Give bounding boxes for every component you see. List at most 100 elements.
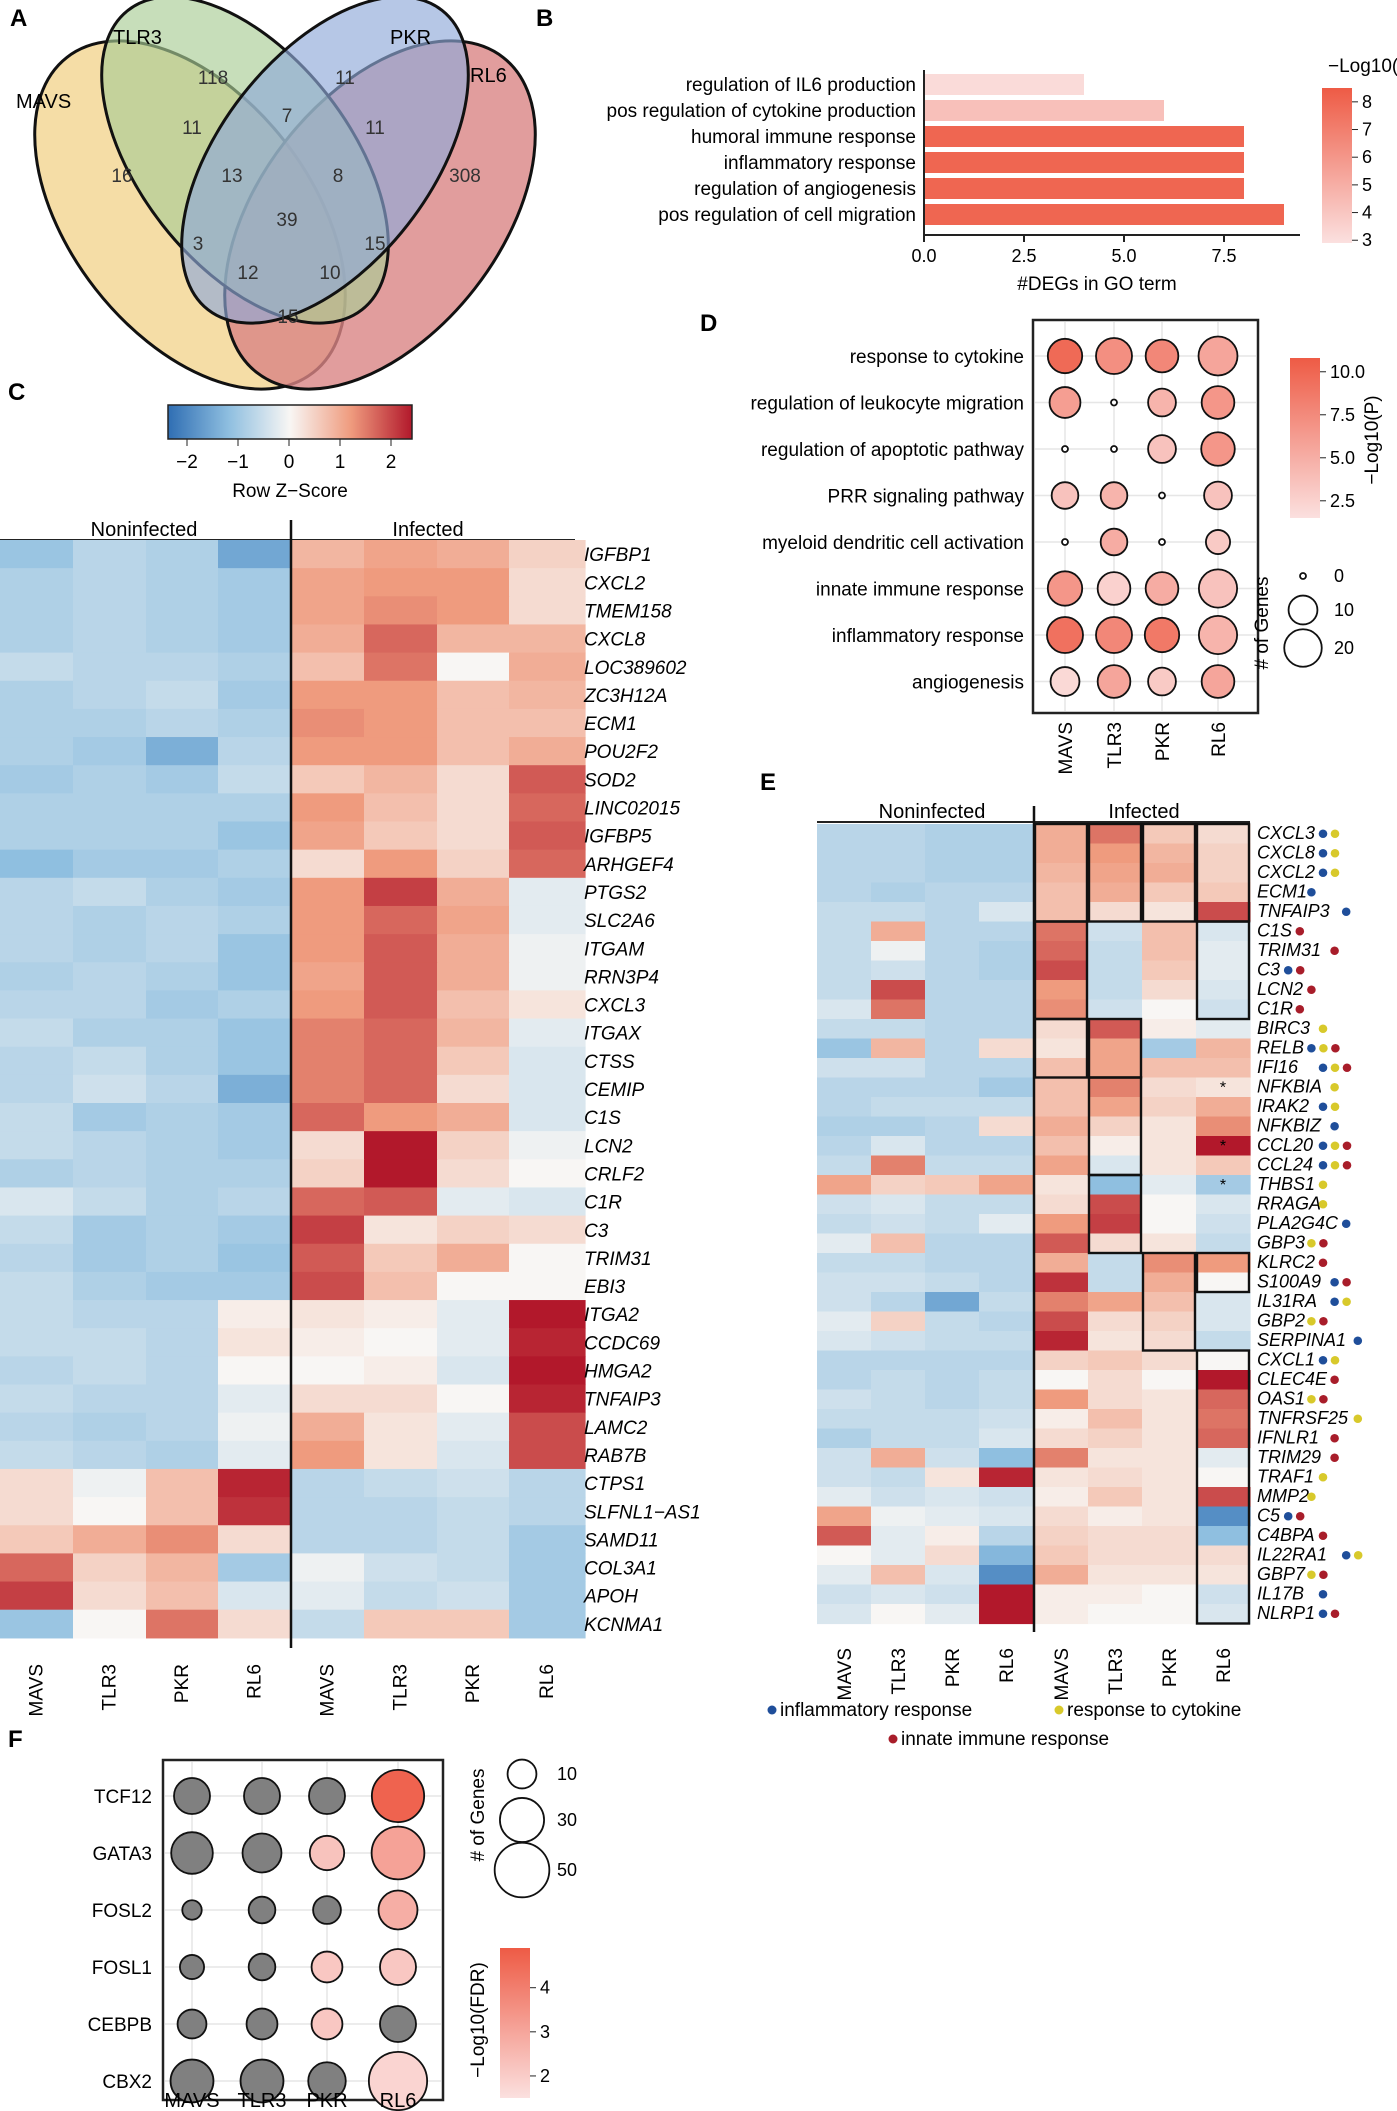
e-heatmap-cell [1088,843,1143,864]
b-bar [924,204,1284,225]
e-heatmap-cell [1088,1467,1143,1488]
e-heatmap-cell [1142,1097,1197,1118]
e-heatmap-cell [925,960,980,981]
c-group-infected: Infected [392,519,463,541]
c-heatmap-cell [218,849,292,879]
c-heatmap-cell [437,1243,510,1273]
e-heatmap-cell [817,1038,872,1059]
e-heatmap-cell [817,1311,872,1332]
c-heatmap-cell [437,1074,510,1104]
venn-set-pkr: PKR [390,27,431,49]
venn-count: 10 [319,263,340,284]
e-heatmap-cell [1034,1545,1089,1566]
c-heatmap-cell [146,877,219,907]
e-heatmap-cell [925,1077,980,1098]
e-heatmap-cell [817,843,872,864]
e-category-dot [1295,965,1305,975]
c-heatmap-cell [364,1074,438,1104]
c-gene-label: HMGA2 [584,1362,652,1383]
e-category-dot [1283,965,1293,975]
e-gene-label: PLA2G4C [1257,1213,1339,1233]
d-dot [1046,570,1084,607]
e-heatmap-cell [1142,1155,1197,1176]
e-cluster-box [1141,1251,1197,1352]
e-heatmap-cell [871,824,926,845]
e-heatmap-cell [1196,1194,1251,1215]
e-heatmap-cell [1142,921,1197,942]
e-category-dot [1318,1160,1328,1170]
c-heatmap-cell [146,1328,219,1357]
e-gene-label: S100A9 [1257,1272,1321,1292]
e-heatmap-cell [1142,1545,1197,1566]
c-heatmap-cell [437,1159,510,1189]
b-xtick-label: 2.5 [1011,246,1036,266]
e-category-dot [1318,1531,1328,1541]
e-heatmap-cell [871,1038,926,1059]
c-heatmap-cell [291,1440,365,1470]
e-heatmap-cell [1034,824,1089,845]
e-heatmap-cell [1034,1038,1089,1059]
e-heatmap-cell [979,1097,1034,1118]
c-heatmap-cell [73,1356,147,1386]
c-heatmap-cell [73,1609,147,1639]
c-heatmap-cell [146,1581,219,1611]
e-heatmap-cell [871,1331,926,1352]
c-heatmap-cell [437,1103,510,1132]
e-heatmap-cell [1034,1526,1089,1547]
e-heatmap-cell [871,1389,926,1410]
c-heatmap-cell [437,877,510,907]
e-heatmap-cell [871,1272,926,1293]
e-category-dot [1342,1160,1352,1170]
d-color-bar [1290,358,1320,518]
c-gene-label: COL3A1 [584,1559,657,1580]
c-heatmap-cell [73,1131,147,1160]
e-heatmap-cell [979,921,1034,942]
e-heatmap-cell [1088,1077,1143,1098]
c-heatmap-cell [291,737,365,766]
e-heatmap-cell [979,1116,1034,1137]
venn-count: 308 [449,166,481,187]
e-heatmap-cell [979,1253,1034,1274]
c-heatmap-cell [509,990,586,1020]
e-heatmap-cell [979,1214,1034,1235]
c-heatmap-cell [0,821,74,851]
e-heatmap-cell [1088,1233,1143,1254]
d-color-tick-label: 2.5 [1330,491,1355,511]
d-dot [1197,614,1239,656]
e-heatmap-cell [871,1253,926,1274]
c-heatmap-cell [218,793,292,823]
c-heatmap-cell [73,652,147,682]
c-heatmap-cell [509,1525,586,1554]
e-heatmap-cell [979,980,1034,1001]
e-heatmap-cell [1142,1584,1197,1605]
d-dot [1158,491,1166,500]
c-column-label: RL6 [245,1664,266,1699]
e-heatmap-cell [1034,1175,1089,1196]
e-heatmap-cell [1142,1311,1197,1332]
e-gene-label: C1S [1257,921,1292,941]
e-heatmap-cell [1088,921,1143,942]
c-heatmap-cell [364,849,438,879]
b-bar [924,178,1244,199]
e-heatmap-cell [1142,1448,1197,1469]
c-heatmap-cell [364,1328,438,1357]
c-heatmap-cell [146,1187,219,1217]
e-heatmap-cell [1196,902,1251,923]
c-heatmap-cell [73,540,147,569]
b-legend-tick-label: 5 [1362,175,1372,195]
e-heatmap-cell [1034,1389,1089,1410]
c-column-label: TLR3 [391,1664,412,1710]
e-heatmap-cell [925,1038,980,1059]
c-gene-label: TNFAIP3 [584,1390,661,1411]
b-legend-tick-label: 3 [1362,230,1372,250]
c-heatmap-cell [146,1046,219,1076]
c-scale-tick-label: 2 [386,452,397,473]
e-heatmap-cell [1196,1409,1251,1430]
e-legend-label: innate immune response [901,1729,1109,1750]
e-heatmap-cell [1088,999,1143,1020]
e-heatmap-cell [817,902,872,923]
c-heatmap-cell [73,1159,147,1189]
c-heatmap-cell [0,1187,74,1217]
go-bar-chart: B regulation of IL6 production pos regula… [536,5,1397,295]
c-heatmap-cell [73,962,147,991]
